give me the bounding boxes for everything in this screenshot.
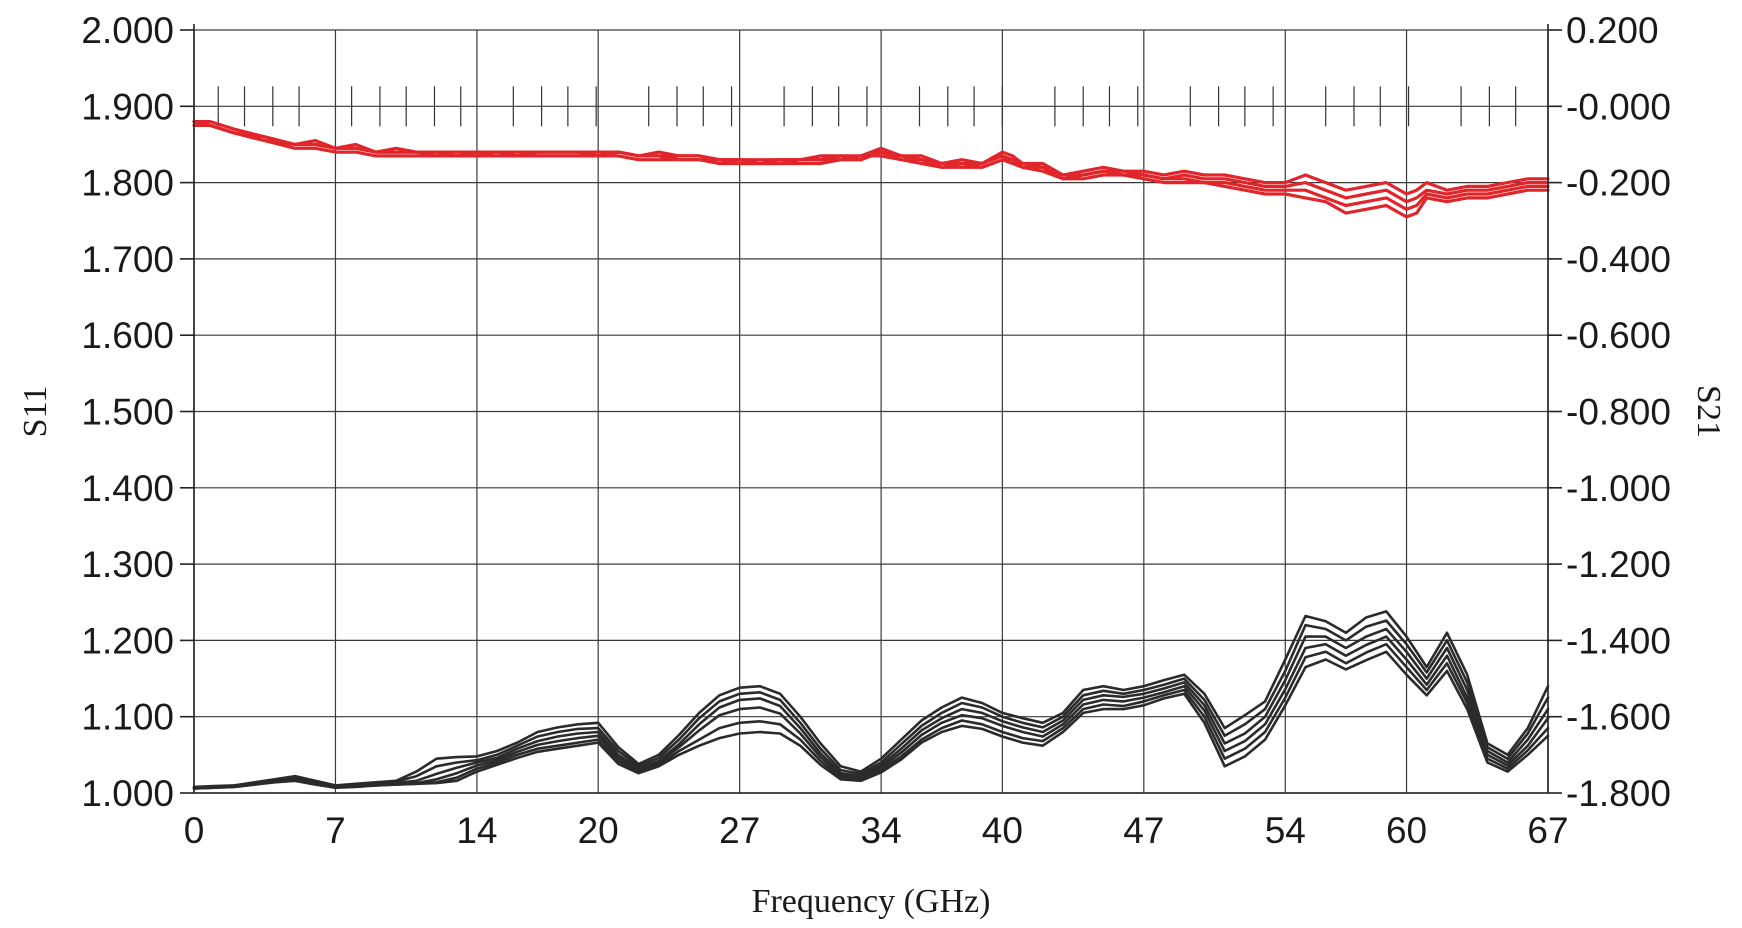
y-left-tick-label: 1.700 [81,239,174,280]
x-axis-title: Frequency (GHz) [752,883,991,920]
x-tick-label: 20 [578,810,619,851]
x-tick-label: 40 [982,810,1023,851]
x-tick-label: 47 [1123,810,1164,851]
s21-trace-1 [192,120,1550,196]
y-left-tick-label: 1.100 [81,697,174,738]
s21-trace-2 [192,120,1550,204]
tick-labels: 1.000 1.100 1.200 1.300 1.400 1.500 1.600 1.700… [81,10,1671,851]
y-right-tick-label: -1.200 [1566,544,1671,585]
y-right-tick-label: -0.200 [1566,163,1671,204]
y-right-tick-label: -1.600 [1566,697,1671,738]
y-left-tick-label: 2.000 [81,10,174,51]
x-tick-label: 27 [719,810,760,851]
y-left-tick-label: 1.800 [81,163,174,204]
y-right-tick-label: -1.400 [1566,620,1671,661]
s21-series-group [192,120,1550,219]
x-tick-label: 14 [456,810,497,851]
x-tick-label: 60 [1386,810,1427,851]
y-left-tick-label: 1.600 [81,315,174,356]
s11-trace-1 [192,610,1550,789]
y-right-tick-label: -0.400 [1566,239,1671,280]
y-right-tick-label: -0.000 [1566,86,1671,127]
axes [180,24,1562,794]
frequency-markers [217,86,1517,127]
s11-series-group [192,610,1550,790]
y-left-tick-label: 1.500 [81,392,174,433]
y-axis-right-title: S21 [1690,385,1727,438]
x-tick-label: 67 [1527,810,1568,851]
y-right-tick-label: -1.800 [1566,773,1671,814]
y-axis-left-title: S11 [17,386,54,438]
s21-trace-4 [192,123,1550,219]
s11-trace-6 [192,650,1550,790]
grid [193,29,1549,794]
s11-trace-3 [192,627,1550,789]
x-tick-label: 34 [861,810,902,851]
y-left-tick-label: 1.400 [81,468,174,509]
s11-trace-2 [192,619,1550,789]
y-left-tick-label: 1.300 [81,544,174,585]
y-left-tick-label: 1.000 [81,773,174,814]
x-tick-label: 0 [184,810,205,851]
y-left-tick-label: 1.200 [81,620,174,661]
x-tick-label: 54 [1265,810,1306,851]
x-tick-label: 7 [325,810,346,851]
y-right-tick-label: -1.000 [1566,468,1671,509]
y-left-tick-label: 1.900 [81,86,174,127]
y-right-tick-label: -0.600 [1566,315,1671,356]
y-right-tick-label: 0.200 [1566,10,1659,51]
y-right-tick-label: -0.800 [1566,392,1671,433]
